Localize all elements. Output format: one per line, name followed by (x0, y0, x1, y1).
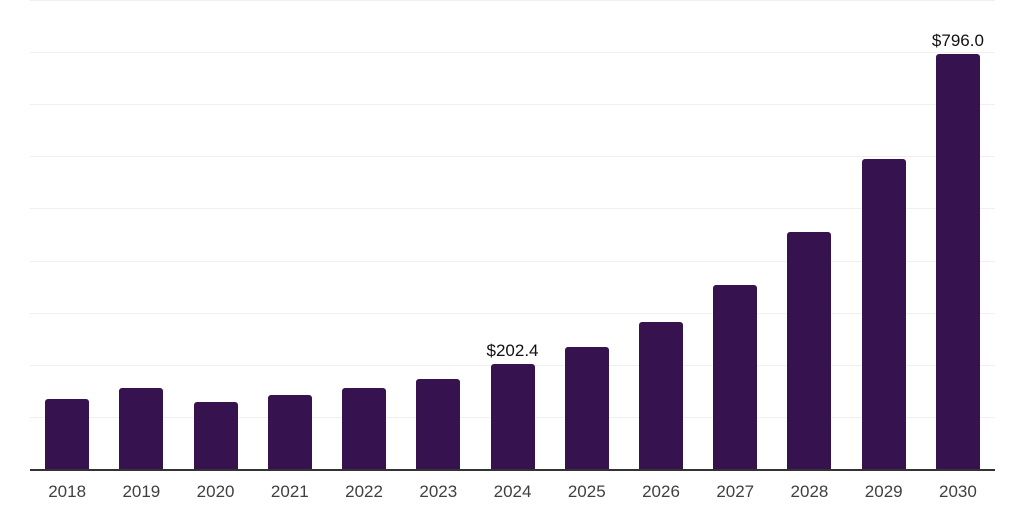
x-tick-label-2020: 2020 (196, 482, 235, 501)
x-tick-label-2027: 2027 (716, 482, 755, 501)
x-tick-label-2025: 2025 (567, 482, 606, 501)
bar-band-2025 (550, 0, 624, 469)
gridline (30, 156, 995, 158)
x-tick-label-2019: 2019 (122, 482, 161, 501)
bar-2024 (490, 363, 535, 469)
x-tick-label-2021: 2021 (270, 482, 309, 501)
bar-2023 (416, 379, 461, 469)
gridline (30, 208, 995, 210)
bar-band-2026 (624, 0, 698, 469)
x-axis-labels: 2018 2019 2020 2021 2022 2023 2024 2025 2026 2027… (30, 483, 995, 500)
bar-band-2023 (401, 0, 475, 469)
bar-band-2018 (30, 0, 104, 469)
bar-value-label-2024: $202.4 (486, 340, 539, 360)
bar-band-2028 (772, 0, 846, 469)
gridline (30, 52, 995, 54)
bar-2018 (45, 399, 90, 469)
x-tick-label-2029: 2029 (864, 482, 903, 501)
x-tick-label-2023: 2023 (419, 482, 458, 501)
x-tick-label-2026: 2026 (642, 482, 680, 501)
bar-band-2019 (104, 0, 178, 469)
bar-2030 (935, 54, 980, 469)
x-tick-label-2022: 2022 (345, 482, 383, 501)
bar-2026 (638, 321, 683, 469)
gridline (30, 0, 995, 1)
bar-band-2024: $202.4 (475, 0, 549, 469)
bar-2025 (564, 346, 609, 469)
bar-2029 (861, 158, 906, 469)
bar-band-2020 (178, 0, 252, 469)
x-tick-label-2018: 2018 (48, 482, 87, 501)
x-tick-label-2024: 2024 (493, 482, 532, 501)
gridline (30, 312, 995, 314)
x-tick-label-2028: 2028 (790, 482, 829, 501)
bar-2021 (267, 395, 312, 469)
bar-band-2021 (253, 0, 327, 469)
bar-band-2029 (847, 0, 921, 469)
bar-2020 (193, 402, 238, 469)
bar-value-label-2030: $796.0 (931, 31, 984, 51)
x-tick-label-2030: 2030 (939, 482, 977, 501)
bar-band-2030: $796.0 (921, 0, 995, 469)
plot-area: $202.4 $796.0 (30, 0, 995, 471)
bar-2028 (787, 232, 832, 469)
bar-2019 (119, 387, 164, 469)
bars-container: $202.4 $796.0 (30, 0, 995, 469)
gridline (30, 104, 995, 106)
gridline (30, 260, 995, 262)
bar-band-2027 (698, 0, 772, 469)
bar-2022 (342, 388, 387, 469)
bar-2027 (713, 284, 758, 469)
bar-band-2022 (327, 0, 401, 469)
